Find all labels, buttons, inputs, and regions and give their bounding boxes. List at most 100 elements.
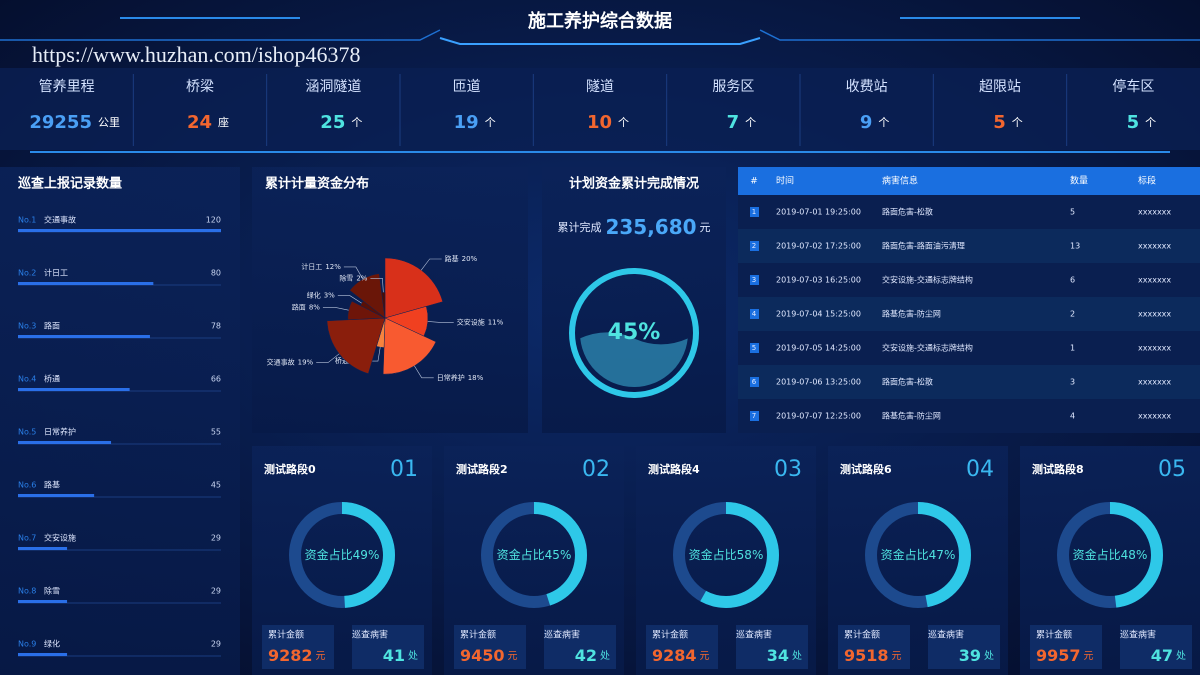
leader-line [343,266,364,280]
stat-box [262,625,334,669]
stat-box-line: 9282 元 [268,646,326,665]
patrol-value: 66 [211,375,221,384]
stat-box-line: 42 处 [575,646,610,665]
table-cell: 2 [1070,310,1075,319]
table-cell: 6 [1070,276,1075,285]
stat-value-line: 29255 公里 [29,112,120,133]
row-index: 7 [752,412,756,420]
table-cell: 4 [1070,412,1075,421]
ring-label: 资金占比49% [305,547,380,562]
stat-box-value: 39 [959,646,981,665]
pie-label: 除雪 2% [339,273,367,282]
stat-box-line: 9518 元 [844,646,902,665]
table-cell: 路面危害-松散 [882,377,933,387]
ring-label-value: 48% [1121,548,1148,562]
table-row [738,399,1200,433]
stat-box-unit: 元 [700,651,710,662]
stat-box-value: 9518 [844,646,889,665]
segment-name: 测试路段2 [456,462,508,476]
stat-box [646,625,718,669]
pie-slice [349,273,386,319]
patrol-name: 日常养护 [44,427,76,437]
stat-box-unit: 处 [408,650,418,662]
stat-value-line: 19 个 [454,112,496,133]
stat-value: 7 [727,112,740,133]
pie-label: 日常养护 18% [437,373,484,382]
gauge-water [580,332,688,387]
table-cell: 2019-07-02 17:25:00 [776,242,861,251]
bar [18,229,221,232]
stat-box [928,625,1000,669]
pie-label-value: 2% [356,274,367,282]
gauge-label: 累计完成 [557,220,601,234]
table-cell: 2019-07-06 13:25:00 [776,378,861,387]
stat-value: 19 [454,112,479,133]
stat-value: 10 [587,112,612,133]
header-decor [0,29,1200,41]
pie-label-value: 11% [488,319,504,327]
pie-label-name: 交通事故 [267,357,295,366]
stat-unit: 个 [745,116,756,129]
table-cell: 交安设施-交通标志牌结构 [882,275,973,285]
watermark: https://www.huzhan.com/ishop46378 [32,42,361,67]
stat-box-value: 9957 [1036,646,1081,665]
ring-label-prefix: 资金占比 [1073,547,1121,562]
stat-box-label: 累计金额 [460,629,496,641]
stat-box-label: 巡查病害 [736,629,772,641]
stat-box [838,625,910,669]
patrol-value: 29 [211,587,221,596]
bar [18,547,68,550]
ring-label: 资金占比45% [497,547,572,562]
leader-line [337,295,362,304]
ring-progress [289,502,395,608]
table-cell: 1 [1070,344,1075,353]
table-header-bg [738,167,1200,195]
table-cell: xxxxxxx [1138,208,1171,217]
row-index: 6 [752,378,757,386]
bar [18,335,150,338]
leader-line [370,277,384,293]
pie-label: 路基 20% [445,254,478,263]
ring-label-value: 45% [545,548,572,562]
patrol-value: 45 [211,481,221,490]
table-cell: 2019-07-01 19:25:00 [776,208,861,217]
pie-label-value: 8% [309,303,320,311]
stat-box-value: 47 [1151,646,1173,665]
stat-box-value: 9282 [268,646,313,665]
table-cell: 2019-07-03 16:25:00 [776,276,861,285]
rank: No.2 [18,269,36,278]
bar [18,494,95,497]
leader-line [420,258,442,271]
stat-unit: 公里 [98,116,120,129]
stat-unit: 个 [351,116,362,129]
row-index: 1 [752,208,756,216]
stat-box-unit: 处 [792,650,802,662]
patrol-value: 55 [211,428,221,437]
leader-line [427,321,454,323]
pie-label-value: 19% [298,358,314,366]
pie-slice [382,317,437,375]
ring-label: 资金占比58% [689,547,764,562]
stat-value: 24 [187,112,212,133]
stat-box-value: 41 [383,646,405,665]
stat-label: 服务区 [712,79,754,95]
stat-box-label: 巡查病害 [928,629,964,641]
rank: No.3 [18,322,36,331]
pie-label: 交安设施 11% [457,318,504,327]
stat-box [1030,625,1102,669]
table-row [738,263,1200,297]
ring-label-value: 58% [737,548,764,562]
stat-unit: 个 [618,116,629,129]
stat-box-unit: 处 [600,650,610,662]
pie-label: 计日工 12% [301,262,341,271]
stat-box-label: 巡查病害 [544,629,580,641]
patrol-name: 交安设施 [44,533,76,543]
stat-box [352,625,424,669]
stat-box-line: 41 处 [383,646,418,665]
stat-unit: 个 [485,116,496,129]
stat-box-label: 累计金额 [1036,629,1072,641]
patrol-name: 路面 [44,321,60,331]
